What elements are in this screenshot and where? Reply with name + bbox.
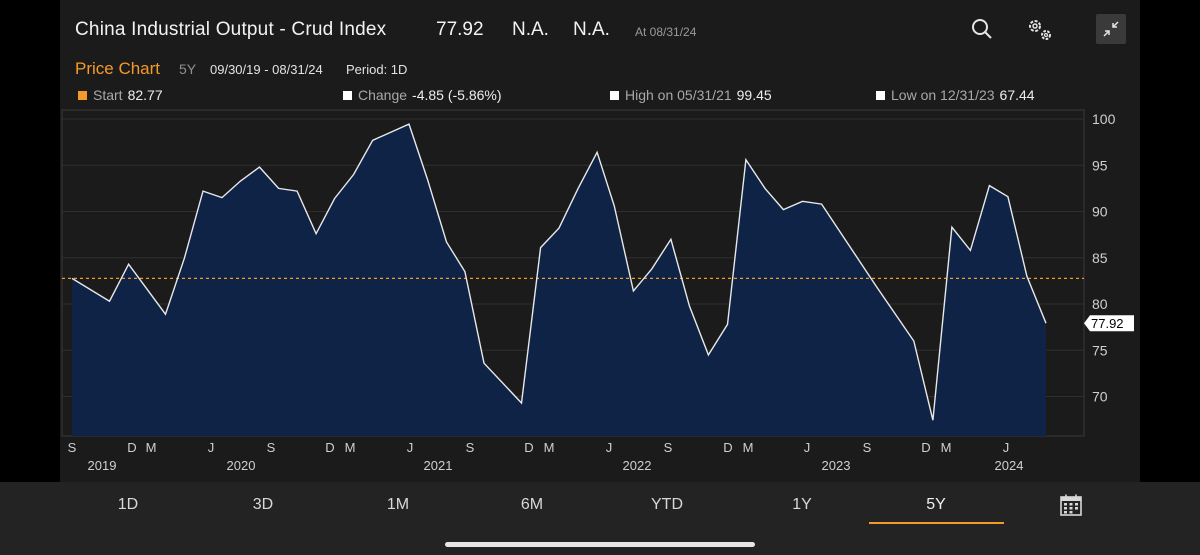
y-tick-label: 75 [1092, 342, 1108, 358]
x-month-tick: S [68, 440, 77, 455]
y-tick-label: 80 [1092, 296, 1108, 312]
x-month-tick: M [345, 440, 356, 455]
tab-3d[interactable]: 3D [252, 496, 274, 513]
period-label: Period: 1D [346, 62, 408, 77]
x-year-label: 2020 [227, 458, 256, 473]
stat-start: Start 82.77 [78, 87, 163, 103]
tab-1m[interactable]: 1M [386, 496, 410, 513]
x-month-tick: S [664, 440, 673, 455]
tab-1d[interactable]: 1D [117, 496, 139, 513]
high-value: 99.45 [736, 87, 772, 103]
price-chart-label: Price Chart [75, 59, 161, 78]
x-year-label: 2024 [995, 458, 1024, 473]
change-label: Change [358, 87, 408, 103]
change-percent: N.A. [573, 19, 610, 40]
y-tick-label: 100 [1092, 111, 1116, 127]
x-month-tick: J [1003, 440, 1010, 455]
x-year-label: 2022 [623, 458, 652, 473]
low-marker-icon [876, 91, 885, 100]
change-stat-value: -4.85 (-5.86%) [412, 87, 502, 103]
stat-change: Change -4.85 (-5.86%) [343, 87, 502, 103]
x-month-tick: D [921, 440, 930, 455]
x-month-tick: M [743, 440, 754, 455]
collapse-arrows-icon[interactable] [1096, 14, 1126, 44]
last-value-label: 77.92 [1091, 316, 1124, 331]
tab-1y[interactable]: 1Y [792, 496, 812, 513]
area-fill [72, 124, 1046, 436]
as-of-date: At 08/31/24 [635, 25, 697, 39]
page-title: China Industrial Output - Crud Index [75, 19, 387, 40]
low-value: 67.44 [999, 87, 1035, 103]
x-month-tick: J [208, 440, 215, 455]
y-tick-label: 85 [1092, 250, 1108, 266]
x-month-tick: M [146, 440, 157, 455]
x-month-tick: J [407, 440, 414, 455]
x-month-tick: M [544, 440, 555, 455]
search-icon[interactable] [967, 14, 997, 44]
high-label: High on 05/31/21 [625, 87, 732, 103]
y-tick-label: 95 [1092, 157, 1108, 173]
x-month-tick: J [606, 440, 613, 455]
home-indicator [445, 542, 755, 547]
low-label: Low on 12/31/23 [891, 87, 995, 103]
settings-gears-icon[interactable] [1022, 14, 1056, 44]
tab-ytd[interactable]: YTD [651, 496, 683, 513]
x-month-tick: D [127, 440, 136, 455]
start-marker-icon [78, 91, 87, 100]
last-price: 77.92 [436, 19, 484, 40]
change-marker-icon [343, 91, 352, 100]
date-range: 09/30/19 - 08/31/24 [210, 62, 323, 77]
change-value: N.A. [512, 19, 549, 40]
x-month-tick: S [267, 440, 276, 455]
x-year-label: 2021 [424, 458, 453, 473]
x-month-tick: M [941, 440, 952, 455]
y-tick-label: 90 [1092, 204, 1108, 220]
start-label: Start [93, 87, 123, 103]
selected-tab-underline [869, 522, 1004, 524]
x-month-tick: S [863, 440, 872, 455]
last-value-tag [1084, 315, 1134, 332]
x-month-tick: S [466, 440, 475, 455]
tab-5y[interactable]: 5Y [926, 496, 946, 513]
start-value: 82.77 [127, 87, 163, 103]
range-tag: 5Y [179, 61, 197, 77]
x-month-tick: D [524, 440, 533, 455]
x-month-tick: D [723, 440, 732, 455]
stat-high: High on 05/31/21 99.45 [610, 87, 772, 103]
x-month-tick: J [804, 440, 811, 455]
x-year-label: 2023 [822, 458, 851, 473]
price-line [71, 123, 1047, 421]
stat-low: Low on 12/31/23 67.44 [876, 87, 1035, 103]
tab-6m[interactable]: 6M [520, 496, 544, 513]
high-marker-icon [610, 91, 619, 100]
x-month-tick: D [325, 440, 334, 455]
calendar-icon[interactable] [1060, 494, 1082, 516]
x-year-label: 2019 [88, 458, 117, 473]
y-tick-label: 70 [1092, 389, 1108, 405]
